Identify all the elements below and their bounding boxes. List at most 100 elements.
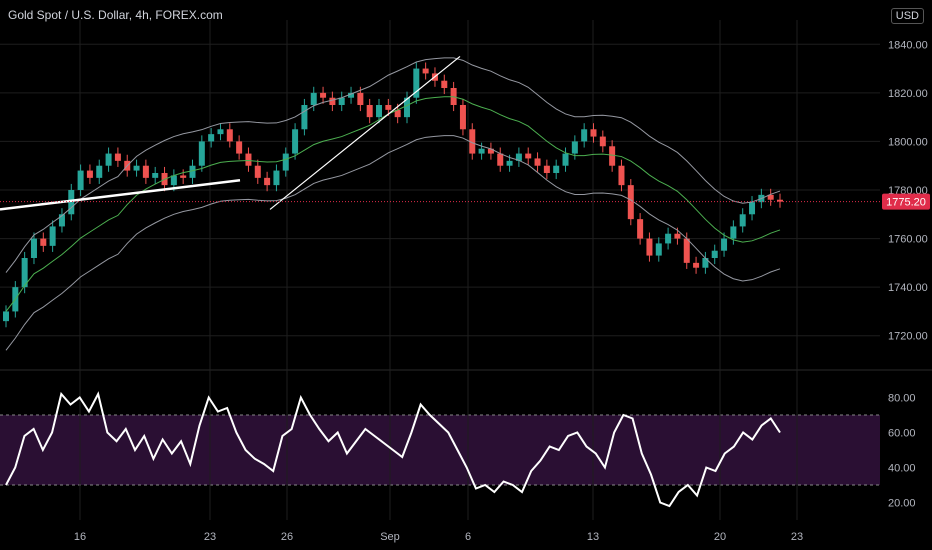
chart-title: Gold Spot / U.S. Dollar, 4h, FOREX.com bbox=[8, 8, 223, 22]
candle-body bbox=[376, 105, 383, 118]
time-tick-label: 6 bbox=[465, 531, 471, 543]
candle-body bbox=[469, 129, 476, 154]
candle-body bbox=[105, 153, 112, 166]
candle-body bbox=[348, 92, 355, 98]
candle-body bbox=[49, 226, 56, 246]
candle-body bbox=[506, 160, 513, 166]
candle-body bbox=[655, 243, 662, 256]
candle-body bbox=[180, 175, 187, 178]
candle-body bbox=[366, 105, 373, 118]
time-tick-label: 20 bbox=[714, 531, 726, 543]
candle-body bbox=[571, 141, 578, 154]
candle-body bbox=[665, 233, 672, 244]
candle-body bbox=[590, 129, 597, 137]
ascending-support-line bbox=[0, 179, 241, 211]
rsi-band bbox=[0, 415, 880, 485]
candle-body bbox=[459, 105, 466, 130]
candle-body bbox=[497, 153, 504, 166]
moving-average-line bbox=[5, 96, 781, 312]
candle-body bbox=[413, 68, 420, 98]
candle-body bbox=[208, 134, 215, 142]
last-price-tag bbox=[882, 193, 930, 210]
candle-body bbox=[189, 165, 196, 178]
bollinger-lower bbox=[5, 135, 781, 351]
candle-body bbox=[338, 97, 345, 105]
candle-body bbox=[245, 153, 252, 166]
candle-body bbox=[487, 148, 494, 154]
candle-body bbox=[767, 194, 774, 200]
candle-body bbox=[609, 146, 616, 166]
candle-body bbox=[301, 105, 308, 130]
time-tick-label: 16 bbox=[74, 531, 86, 543]
candle-body bbox=[702, 258, 709, 268]
candle-body bbox=[515, 153, 522, 161]
candle-body bbox=[357, 92, 364, 105]
currency-badge[interactable]: USD bbox=[890, 8, 924, 24]
candle-body bbox=[693, 262, 700, 268]
price-tick-label: 1760.00 bbox=[888, 234, 928, 246]
candle-body bbox=[721, 238, 728, 251]
price-tick-label: 1800.00 bbox=[888, 136, 928, 148]
candle-body bbox=[329, 97, 336, 105]
rsi-line bbox=[5, 391, 781, 508]
candle-body bbox=[581, 129, 588, 142]
candle-body bbox=[142, 165, 149, 178]
rsi-tick-label: 40.00 bbox=[888, 463, 916, 475]
bollinger-upper bbox=[5, 57, 781, 273]
candle-body bbox=[553, 165, 560, 173]
candle-body bbox=[711, 250, 718, 258]
candle-body bbox=[683, 238, 690, 263]
candle-body bbox=[534, 158, 541, 166]
candle-body bbox=[749, 202, 756, 215]
candle-body bbox=[86, 170, 93, 178]
candle-body bbox=[58, 214, 65, 227]
candle-body bbox=[21, 258, 28, 288]
candle-body bbox=[3, 311, 9, 322]
candle-body bbox=[226, 129, 233, 142]
rsi-tick-label: 60.00 bbox=[888, 428, 916, 440]
candle-body bbox=[618, 165, 625, 186]
rsi-tick-label: 20.00 bbox=[888, 498, 916, 510]
candle-body bbox=[441, 80, 448, 88]
candle-body bbox=[152, 173, 159, 178]
candle-body bbox=[254, 165, 261, 178]
candle-body bbox=[394, 109, 401, 118]
price-tick-label: 1720.00 bbox=[888, 331, 928, 343]
candle-body bbox=[525, 153, 532, 159]
candle-body bbox=[385, 105, 392, 110]
candle-body bbox=[403, 97, 410, 118]
candle-body bbox=[68, 190, 75, 215]
candle-body bbox=[96, 165, 103, 178]
price-tick-label: 1820.00 bbox=[888, 88, 928, 100]
candle-body bbox=[730, 226, 737, 239]
candle-body bbox=[282, 153, 289, 171]
last-price-label: 1775.20 bbox=[886, 197, 926, 209]
candle-body bbox=[292, 129, 299, 154]
candle-body bbox=[310, 92, 317, 105]
candle-body bbox=[30, 238, 37, 258]
candle-body bbox=[739, 214, 746, 227]
candle-body bbox=[236, 141, 243, 154]
candle-body bbox=[777, 199, 783, 202]
candle-body bbox=[422, 68, 429, 74]
candle-body bbox=[674, 233, 681, 239]
candle-body bbox=[114, 153, 121, 161]
time-tick-label: 26 bbox=[281, 531, 293, 543]
candle-body bbox=[77, 170, 84, 190]
time-tick-label: Sep bbox=[380, 531, 400, 543]
candle-body bbox=[543, 165, 550, 173]
price-tick-label: 1840.00 bbox=[888, 39, 928, 51]
time-tick-label: 23 bbox=[204, 531, 216, 543]
candle-body bbox=[40, 238, 47, 246]
descending-trendline bbox=[269, 55, 461, 210]
candle-body bbox=[320, 92, 327, 98]
candle-body bbox=[599, 136, 606, 147]
candle-body bbox=[133, 165, 140, 171]
candle-body bbox=[478, 148, 485, 154]
rsi-tick-label: 80.00 bbox=[888, 393, 916, 405]
candle-body bbox=[646, 238, 653, 256]
candle-body bbox=[170, 175, 177, 186]
candle-body bbox=[273, 170, 280, 186]
candle-body bbox=[217, 129, 224, 135]
